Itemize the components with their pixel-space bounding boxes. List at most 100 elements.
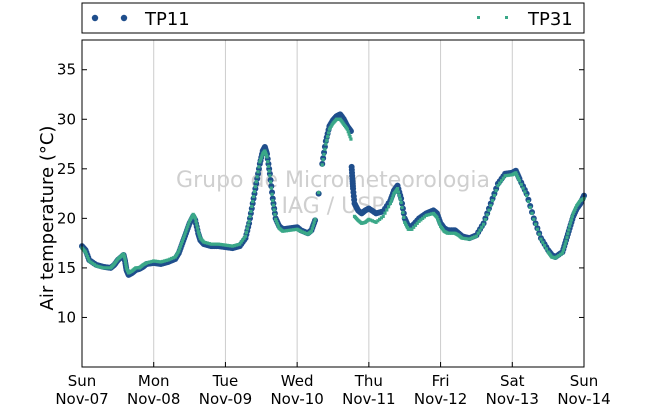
point-tp31-292 (400, 205, 404, 210)
point-tp31-140 (238, 242, 242, 246)
point-tp31-14 (98, 265, 102, 269)
point-tp31-153 (251, 194, 256, 199)
point-tp31-385 (528, 205, 532, 210)
point-tp31-42 (124, 261, 128, 266)
point-tp31-43 (124, 264, 128, 268)
point-tp31-379 (517, 179, 522, 183)
point-tp31-182 (272, 208, 276, 212)
point-tp31-308 (419, 218, 423, 222)
point-tp31-287 (395, 187, 400, 191)
x-tick-day-0: Sun (68, 372, 97, 390)
point-tp31-187 (276, 224, 280, 228)
x-tick-date-3: Nov-10 (270, 390, 323, 408)
point-tp31-130 (220, 243, 224, 247)
point-tp31-76 (159, 260, 163, 264)
x-tick-day-2: Tue (212, 372, 239, 390)
legend-marker-tp11-1 (91, 14, 99, 22)
x-tick-date-0: Nov-07 (55, 390, 108, 408)
x-tick-day-1: Mon (138, 372, 170, 390)
point-tp31-390 (537, 232, 541, 236)
point-tp31-161 (258, 158, 263, 162)
point-tp31-409 (562, 245, 566, 249)
point-tp31-359 (489, 203, 493, 208)
point-tp31-384 (526, 199, 531, 204)
point-tp31-212 (309, 229, 314, 233)
point-tp31-151 (250, 204, 254, 209)
point-tp31-156 (254, 180, 258, 184)
legend: TP11 TP31 (81, 2, 585, 34)
point-tp31-185 (274, 219, 279, 224)
point-tp31-389 (535, 227, 539, 231)
point-tp31-406 (559, 252, 563, 256)
point-tp31-312 (426, 213, 430, 217)
point-tp31-297 (404, 224, 409, 228)
point-tp31-310 (422, 215, 427, 219)
point-tp31-356 (483, 218, 487, 222)
point-tp31-268 (369, 218, 373, 222)
point-tp31-11 (92, 263, 97, 267)
point-tp31-216 (313, 217, 317, 221)
point-tp31-365 (499, 179, 504, 183)
x-tick-day-6: Sat (500, 372, 525, 390)
point-tp31-348 (469, 236, 473, 241)
point-tp31-157 (255, 175, 259, 179)
point-tp31-248 (347, 132, 351, 136)
point-tp31-319 (435, 215, 439, 219)
point-tp31-12 (94, 264, 98, 268)
point-tp31-127 (214, 242, 219, 246)
point-tp31-411 (564, 239, 568, 243)
point-tp31-148 (247, 219, 251, 223)
legend-marker-tp31-2 (505, 16, 508, 19)
point-tp31-150 (249, 209, 253, 214)
point-tp31-18 (105, 266, 109, 270)
legend-marker-tp11-2 (120, 14, 128, 22)
point-tp31-281 (390, 196, 394, 201)
point-tp31-184 (274, 217, 278, 221)
point-tp31-206 (302, 231, 306, 235)
legend-marker-tp31-1 (477, 16, 480, 19)
point-tp31-4 (83, 250, 88, 254)
point-tp31-193 (282, 229, 287, 233)
y-tick-label-5: 35 (57, 61, 76, 79)
point-tp31-99 (187, 222, 191, 226)
point-tp31-8 (87, 259, 91, 263)
watermark-line-1: Grupo de Micrometeorologia (176, 168, 490, 193)
point-tp31-311 (424, 213, 428, 217)
point-tp31-144 (243, 234, 248, 238)
point-tp31-110 (195, 223, 199, 227)
point-tp31-19 (107, 266, 111, 270)
point-tp31-78 (162, 259, 167, 263)
point-tp31-137 (232, 244, 236, 248)
point-tp31-306 (415, 221, 419, 225)
point-tp31-391 (539, 237, 543, 241)
point-tp31-422 (574, 205, 578, 210)
point-tp31-271 (374, 220, 378, 224)
x-tick-day-5: Fri (432, 372, 450, 390)
point-tp31-421 (573, 207, 577, 212)
point-tp31-95 (183, 232, 187, 236)
point-tp31-360 (490, 198, 495, 203)
point-tp31-355 (482, 222, 486, 226)
point-tp31-100 (187, 219, 192, 223)
point-tp31-388 (533, 222, 538, 226)
point-tp31-159 (257, 165, 261, 169)
point-tp31-362 (494, 189, 498, 193)
point-tp31-149 (248, 214, 252, 218)
x-tick-day-7: Sun (570, 372, 599, 390)
point-tp31-113 (197, 231, 201, 235)
point-tp31-13 (96, 264, 100, 269)
point-tp31-132 (223, 243, 228, 247)
point-tp31-358 (487, 208, 491, 212)
point-tp31-196 (288, 228, 292, 232)
x-axis: SunNov-07MonNov-08TueNov-09WedNov-10ThuN… (55, 362, 611, 408)
point-tp31-179 (270, 192, 274, 196)
point-tp31-220 (322, 152, 326, 157)
point-tp31-279 (388, 201, 392, 206)
point-tp31-214 (311, 223, 315, 227)
point-tp31-79 (164, 258, 168, 263)
x-tick-date-6: Nov-13 (486, 390, 539, 408)
point-tp31-247 (346, 130, 350, 134)
point-tp31-131 (222, 243, 226, 247)
point-tp31-89 (178, 246, 182, 251)
point-tp31-305 (413, 223, 418, 227)
